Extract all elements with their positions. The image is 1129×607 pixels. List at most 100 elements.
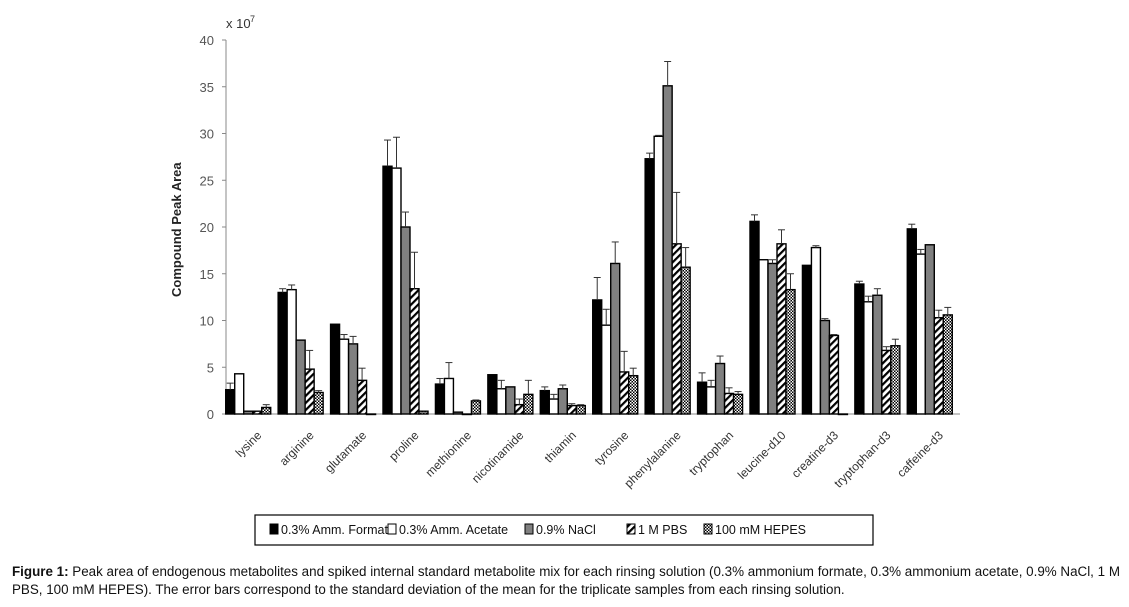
- bar: [619, 371, 630, 415]
- bar: [705, 386, 717, 415]
- bar: [671, 243, 682, 415]
- legend-label: 0.3% Amm. Formate: [281, 523, 395, 537]
- legend-swatch: [269, 523, 279, 535]
- bar: [356, 379, 368, 415]
- x-tick-label: tyrosine: [592, 428, 632, 468]
- y-tick-label: 10: [200, 314, 214, 329]
- bar: [461, 413, 473, 416]
- bar: [801, 264, 813, 415]
- y-tick-label: 30: [200, 127, 214, 142]
- bar: [819, 319, 831, 415]
- bar: [785, 288, 796, 415]
- figure-caption: Figure 1: Peak area of endogenous metabo…: [12, 563, 1120, 599]
- bar: [400, 226, 411, 415]
- x-tick-label: creatine-d3: [789, 428, 842, 481]
- bar: [890, 345, 901, 415]
- bar: [696, 381, 708, 415]
- bar: [758, 259, 769, 415]
- bar: [828, 334, 840, 415]
- bar: [575, 404, 586, 415]
- bar: [837, 413, 849, 416]
- bar: [767, 262, 778, 415]
- bar: [409, 288, 420, 415]
- y-tick-label: 0: [207, 407, 214, 422]
- legend-label: 1 M PBS: [638, 523, 687, 537]
- caption-label: Figure 1:: [12, 564, 69, 579]
- x-tick-label: arginine: [277, 428, 317, 468]
- bar: [924, 244, 935, 415]
- bar: [915, 253, 926, 415]
- bar: [653, 135, 664, 415]
- bar: [610, 262, 621, 415]
- bar: [557, 388, 568, 415]
- legend-swatch: [626, 523, 636, 535]
- y-multiplier: x 10: [226, 16, 251, 31]
- bar: [906, 228, 917, 415]
- bar: [496, 388, 507, 415]
- x-tick-label: methionine: [423, 428, 475, 480]
- bar: [548, 398, 559, 415]
- y-tick-label: 40: [200, 33, 214, 48]
- x-tick-label: caffeine-d3: [894, 428, 946, 480]
- bar: [304, 368, 315, 415]
- bar-chart: 0 5 10 15 20 25 30 35 40 x 10 7 Compound Peak Area l…: [169, 14, 960, 546]
- bar: [523, 393, 534, 415]
- bar: [347, 343, 359, 415]
- bar: [749, 220, 760, 415]
- bar: [732, 393, 744, 415]
- bar: [601, 324, 612, 415]
- bar: [628, 374, 639, 415]
- x-tick-label: leucine-d10: [735, 428, 789, 482]
- bar: [723, 392, 735, 415]
- bar: [863, 301, 874, 415]
- x-tick-label: lysine: [233, 428, 265, 460]
- x-tick-label: proline: [386, 428, 422, 464]
- bar: [391, 167, 402, 415]
- bar: [714, 362, 726, 415]
- bar: [644, 158, 655, 415]
- bar: [365, 413, 377, 416]
- bar: [662, 85, 673, 415]
- legend-label: 0.3% Amm. Acetate: [399, 523, 508, 537]
- bar: [776, 243, 787, 415]
- y-axis-label: Compound Peak Area: [169, 162, 184, 297]
- bar: [854, 283, 865, 415]
- x-tick-label: nicotinamide: [469, 428, 527, 486]
- legend-swatch: [387, 523, 397, 535]
- bar: [539, 389, 550, 415]
- bar: [277, 291, 288, 415]
- y-tick-label: 5: [207, 360, 214, 375]
- bar: [933, 316, 944, 415]
- bar: [452, 411, 464, 415]
- bar: [487, 374, 498, 415]
- bar: [443, 377, 455, 415]
- caption-text: Peak area of endogenous metabolites and …: [12, 564, 1120, 597]
- bar: [470, 400, 482, 415]
- bar: [514, 403, 525, 415]
- bar: [261, 406, 272, 415]
- legend-label: 0.9% NaCl: [536, 523, 596, 537]
- bar: [872, 294, 883, 415]
- x-tick-label: phenylalanine: [621, 428, 684, 491]
- bar: [243, 410, 254, 415]
- legend-label: 100 mM HEPES: [715, 523, 806, 537]
- bar: [295, 339, 306, 415]
- y-multiplier-exponent: 7: [250, 14, 255, 24]
- bar: [313, 391, 324, 415]
- legend-box: [254, 514, 874, 546]
- bar: [329, 323, 341, 415]
- y-tick-label: 15: [200, 267, 214, 282]
- bar: [338, 338, 350, 415]
- bar: [566, 404, 577, 415]
- bar: [505, 386, 516, 415]
- bar: [418, 410, 429, 415]
- bar: [225, 388, 236, 415]
- bar: [592, 299, 603, 415]
- legend-swatch: [703, 523, 713, 535]
- y-tick-label: 20: [200, 220, 214, 235]
- x-tick-label: glutamate: [322, 428, 369, 475]
- bar: [234, 373, 245, 415]
- x-tick-label: tryptophan: [686, 428, 736, 478]
- bar: [286, 288, 297, 415]
- bar: [942, 314, 953, 415]
